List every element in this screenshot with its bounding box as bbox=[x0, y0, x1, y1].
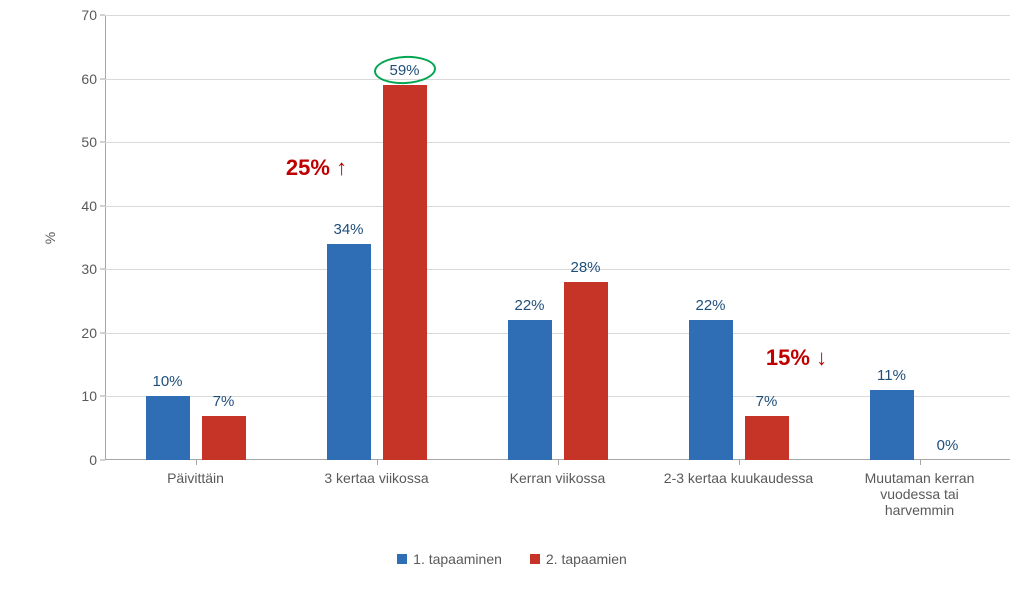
y-tick-label: 40 bbox=[81, 198, 97, 214]
gridline bbox=[105, 79, 1010, 80]
x-tick-mark bbox=[196, 460, 197, 465]
value-label: 7% bbox=[213, 393, 235, 410]
x-tick-mark bbox=[377, 460, 378, 465]
bar bbox=[689, 320, 733, 460]
value-label: 28% bbox=[570, 259, 600, 276]
bar bbox=[745, 416, 789, 461]
bar bbox=[146, 396, 190, 460]
x-tick-label: 3 kertaa viikossa bbox=[289, 470, 464, 486]
highlight-ellipse bbox=[373, 54, 436, 85]
gridline bbox=[105, 333, 1010, 334]
y-tick-label: 20 bbox=[81, 325, 97, 341]
legend: 1. tapaaminen 2. tapaamien bbox=[0, 550, 1024, 568]
y-tick-label: 70 bbox=[81, 7, 97, 23]
gridline bbox=[105, 142, 1010, 143]
gridline bbox=[105, 15, 1010, 16]
x-tick-mark bbox=[920, 460, 921, 465]
value-label: 22% bbox=[695, 297, 725, 314]
annotation-text: 25% ↑ bbox=[286, 155, 347, 181]
x-tick-mark bbox=[739, 460, 740, 465]
chart-container: % 010203040506070 10%7%34%59%22%28%22%7%… bbox=[0, 0, 1024, 595]
value-label: 7% bbox=[756, 393, 778, 410]
bar bbox=[383, 85, 427, 460]
x-tick-label: Muutaman kerran vuodessa tai harvemmin bbox=[832, 470, 1007, 518]
x-tick-label: Kerran viikossa bbox=[470, 470, 645, 486]
annotation-text: 15% ↓ bbox=[766, 345, 827, 371]
legend-swatch bbox=[397, 554, 407, 564]
legend-item: 2. tapaamien bbox=[530, 550, 627, 568]
x-tick-label: Päivittäin bbox=[108, 470, 283, 486]
legend-label: 2. tapaamien bbox=[546, 551, 627, 567]
bar bbox=[327, 244, 371, 460]
bar bbox=[870, 390, 914, 460]
value-label: 0% bbox=[937, 437, 959, 454]
y-tick-labels: 010203040506070 bbox=[0, 15, 105, 460]
value-label: 22% bbox=[514, 297, 544, 314]
legend-label: 1. tapaaminen bbox=[413, 551, 502, 567]
bar bbox=[564, 282, 608, 460]
y-tick-label: 50 bbox=[81, 134, 97, 150]
y-axis-line bbox=[105, 15, 106, 460]
gridline bbox=[105, 269, 1010, 270]
y-tick-label: 10 bbox=[81, 388, 97, 404]
y-tick-label: 0 bbox=[89, 452, 97, 468]
value-label: 34% bbox=[333, 221, 363, 238]
legend-swatch bbox=[530, 554, 540, 564]
bar bbox=[508, 320, 552, 460]
value-label: 11% bbox=[877, 367, 906, 384]
x-tick-labels: Päivittäin 3 kertaa viikossa Kerran viikos… bbox=[105, 460, 1010, 540]
x-tick-mark bbox=[558, 460, 559, 465]
plot-area: 10%7%34%59%22%28%22%7%11%0%25% ↑15% ↓ bbox=[105, 15, 1010, 460]
legend-item: 1. tapaaminen bbox=[397, 550, 502, 568]
gridline bbox=[105, 206, 1010, 207]
y-tick-label: 60 bbox=[81, 71, 97, 87]
x-tick-label: 2-3 kertaa kuukaudessa bbox=[651, 470, 826, 486]
bar bbox=[202, 416, 246, 461]
y-tick-label: 30 bbox=[81, 261, 97, 277]
value-label: 10% bbox=[152, 373, 182, 390]
